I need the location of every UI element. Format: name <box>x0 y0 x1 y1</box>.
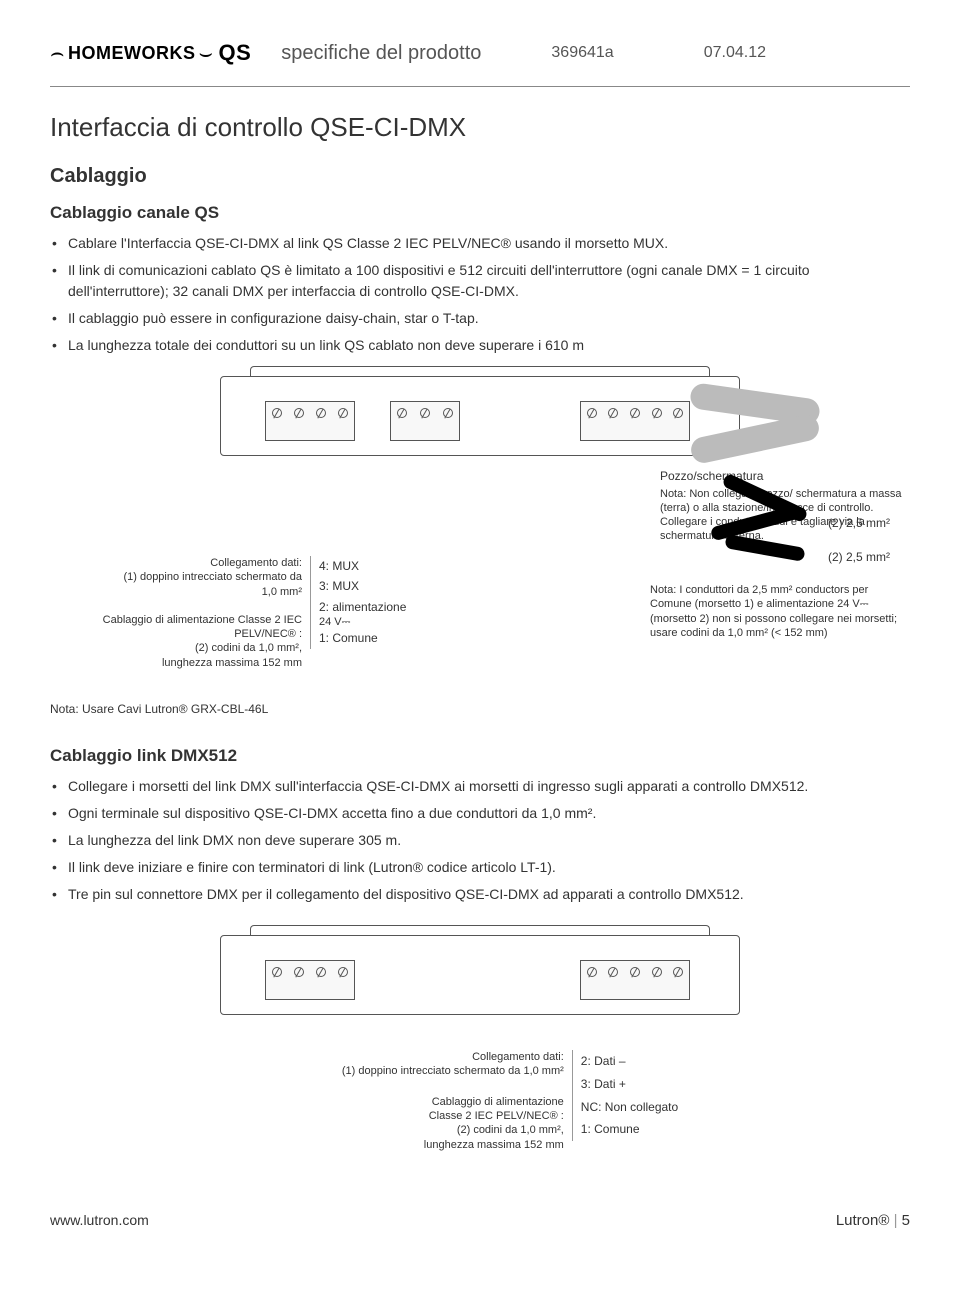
brand-logo: ⌢ HOMEWORKS ⌣ QS <box>50 40 251 66</box>
terminal-block-2 <box>390 401 460 441</box>
bullet-list-2: Collegare i morsetti del link DMX sull'i… <box>50 776 910 905</box>
footer-page-number: Lutron® | 5 <box>836 1212 910 1229</box>
logo-suffix: QS <box>218 40 251 66</box>
header-doc-number: 369641a <box>551 44 613 62</box>
screw-icon <box>338 408 348 418</box>
screw-icon <box>272 967 282 977</box>
logo-arc-left-icon: ⌢ <box>50 40 65 66</box>
footer-url: www.lutron.com <box>50 1212 149 1228</box>
list-item: Collegare i morsetti del link DMX sull'i… <box>50 776 910 797</box>
list-item: Il cablaggio può essere in configurazion… <box>50 308 910 329</box>
label-line: Cablaggio di alimentazione <box>282 1095 564 1109</box>
label-line: Classe 2 IEC PELV/NEC® : <box>282 1109 564 1123</box>
label-line: Collegamento dati: <box>50 556 302 570</box>
label-line: (1) doppino intrecciato schermato da 1,0… <box>282 1064 564 1078</box>
pin-row: 3: MUX <box>319 576 406 596</box>
list-item: Ogni terminale sul dispositivo QSE-CI-DM… <box>50 803 910 824</box>
screw-icon <box>272 408 282 418</box>
pin-row: 3: Dati + <box>581 1073 678 1096</box>
page-container: ⌢ HOMEWORKS ⌣ QS specifiche del prodotto… <box>0 0 960 1259</box>
header-subtitle: specifiche del prodotto <box>281 42 481 65</box>
pin-row: 4: MUX <box>319 556 406 576</box>
cable-model-note: Nota: Usare Cavi Lutron® GRX-CBL-46L <box>50 702 910 716</box>
wiring-diagram-2: Collegamento dati: (1) doppino intreccia… <box>50 925 910 1152</box>
pin-row: 2: Dati – <box>581 1050 678 1073</box>
screw-icon <box>338 967 348 977</box>
screw-icon <box>652 408 662 418</box>
terminal-block-3 <box>580 960 690 1000</box>
pin-row: 24 V⎓ <box>319 617 406 628</box>
pinout-left-labels: Collegamento dati: (1) doppino intreccia… <box>50 556 310 684</box>
label-line: lunghezza massima 152 mm <box>50 656 302 670</box>
list-item: La lunghezza totale dei conduttori su un… <box>50 335 910 356</box>
section-heading: Cablaggio <box>50 165 910 188</box>
footer-brand: Lutron® <box>836 1212 890 1229</box>
label-line: PELV/NEC® : <box>50 627 302 641</box>
label-line: lunghezza massima 152 mm <box>282 1138 564 1152</box>
screw-icon <box>630 408 640 418</box>
pinout-table-1: Collegamento dati: (1) doppino intreccia… <box>50 556 910 684</box>
list-item: Il link deve iniziare e finire con termi… <box>50 857 910 878</box>
screw-icon <box>630 967 640 977</box>
terminal-block-1 <box>265 401 355 441</box>
logo-text: HOMEWORKS <box>68 43 196 64</box>
label-line: Collegamento dati: <box>282 1050 564 1064</box>
screw-icon <box>608 967 618 977</box>
pinout-table-2: Collegamento dati: (1) doppino intreccia… <box>50 1050 910 1152</box>
list-item: Tre pin sul connettore DMX per il colleg… <box>50 884 910 905</box>
device-illustration <box>220 925 740 1035</box>
wire-gauge-label: (2) 2,5 mm² <box>650 550 910 566</box>
wire-gauge-label: (2) 2,5 mm² <box>650 516 910 532</box>
list-item: Il link di comunicazioni cablato QS è li… <box>50 260 910 302</box>
wiring-diagram-1: Pozzo/schermatura Nota: Non collegare po… <box>50 366 910 716</box>
label-line: (2) codini da 1,0 mm², <box>282 1123 564 1137</box>
screw-icon <box>294 967 304 977</box>
cable-bundle-icon <box>690 391 830 461</box>
pin-row: 2: alimentazione <box>319 597 406 617</box>
page-header: ⌢ HOMEWORKS ⌣ QS specifiche del prodotto… <box>50 40 910 66</box>
screw-icon <box>587 408 597 418</box>
section-dmx512: Cablaggio link DMX512 Collegare i morset… <box>50 746 910 1152</box>
screw-icon <box>587 967 597 977</box>
screw-icon <box>397 408 407 418</box>
terminal-block-3 <box>580 401 690 441</box>
screw-icon <box>316 967 326 977</box>
pin-row: NC: Non collegato <box>581 1096 678 1119</box>
screw-icon <box>294 408 304 418</box>
page-footer: www.lutron.com Lutron® | 5 <box>50 1202 910 1229</box>
label-line: 1,0 mm² <box>50 585 302 599</box>
label-line: Cablaggio di alimentazione Classe 2 IEC <box>50 613 302 627</box>
section-subheading: Cablaggio canale QS <box>50 203 910 223</box>
footer-page: 5 <box>902 1212 910 1229</box>
label-line: (2) codini da 1,0 mm², <box>50 641 302 655</box>
screw-icon <box>652 967 662 977</box>
screw-icon <box>316 408 326 418</box>
header-rule <box>50 86 910 87</box>
pin-row: 1: Comune <box>319 628 406 648</box>
logo-arc-right-icon: ⌣ <box>198 40 213 66</box>
pigtail-note: Nota: I conduttori da 2,5 mm² conductors… <box>650 583 910 640</box>
pinout-left-labels: Collegamento dati: (1) doppino intreccia… <box>282 1050 572 1152</box>
terminal-block-1 <box>265 960 355 1000</box>
header-date: 07.04.12 <box>704 44 766 62</box>
section-subheading: Cablaggio link DMX512 <box>50 746 910 766</box>
note-title: Pozzo/schermatura <box>660 469 910 485</box>
screw-icon <box>420 408 430 418</box>
bullet-list-1: Cablare l'Interfaccia QSE-CI-DMX al link… <box>50 233 910 356</box>
list-item: Cablare l'Interfaccia QSE-CI-DMX al link… <box>50 233 910 254</box>
screw-icon <box>673 967 683 977</box>
pin-row: 1: Comune <box>581 1118 678 1141</box>
list-item: La lunghezza del link DMX non deve super… <box>50 830 910 851</box>
screw-icon <box>443 408 453 418</box>
cable-strand <box>689 413 822 465</box>
pinout-pin-labels: 2: Dati – 3: Dati + NC: Non collegato 1:… <box>572 1050 678 1141</box>
pinout-right-notes: (2) 2,5 mm² (2) 2,5 mm² Nota: I condutto… <box>650 516 910 640</box>
pinout-pin-labels: 4: MUX 3: MUX 2: alimentazione 24 V⎓ 1: … <box>310 556 406 649</box>
screw-icon <box>673 408 683 418</box>
label-line: (1) doppino intrecciato schermato da <box>50 570 302 584</box>
screw-icon <box>608 408 618 418</box>
page-title: Interfaccia di controllo QSE-CI-DMX <box>50 112 910 143</box>
